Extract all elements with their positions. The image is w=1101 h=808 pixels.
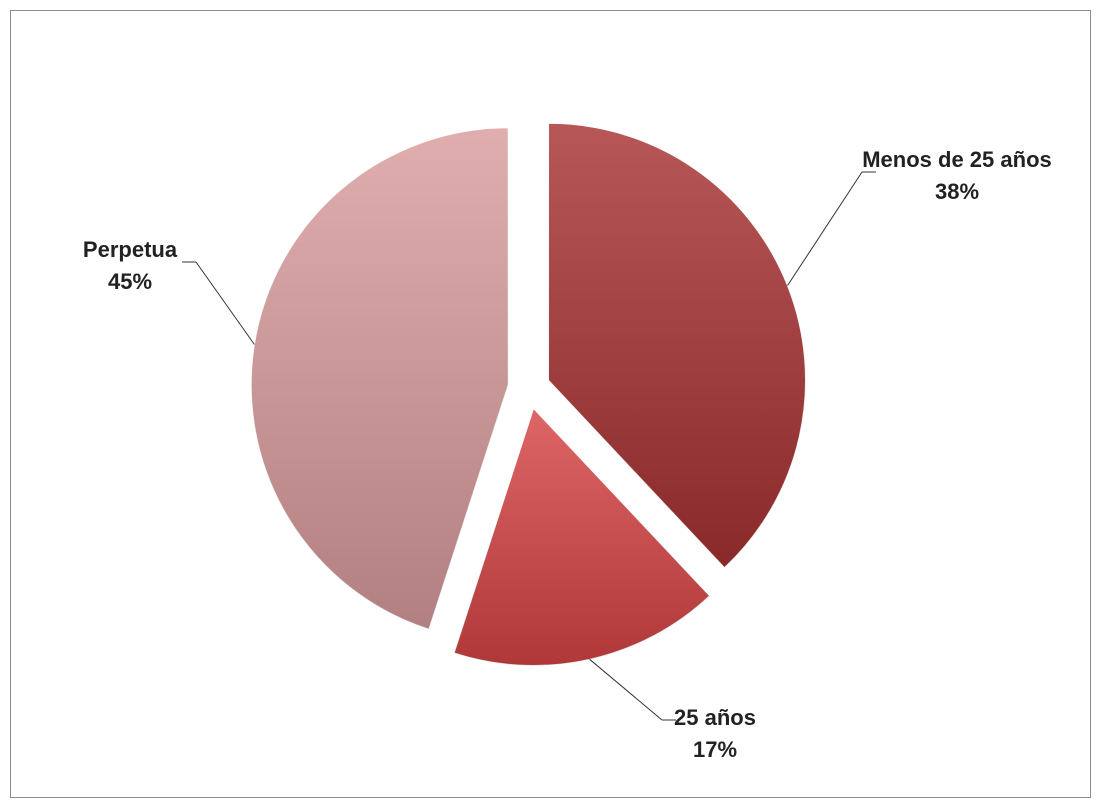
leader-line: [787, 171, 863, 286]
slice-shade: [548, 123, 806, 568]
slice-name: 25 años: [674, 705, 756, 730]
slice-value: 17%: [692, 737, 738, 762]
slice-value: 45%: [107, 269, 153, 294]
slice-name: Menos de 25 años: [862, 147, 1052, 172]
data-label: 25 años 17%: [655, 702, 775, 766]
data-label: Perpetua 45%: [50, 234, 210, 298]
slice-value: 38%: [934, 179, 980, 204]
slice-shade: [251, 127, 509, 630]
leader-line: [589, 658, 663, 721]
leader-line: [195, 261, 255, 345]
data-label: Menos de 25 años 38%: [862, 144, 1052, 208]
slice-name: Perpetua: [82, 237, 178, 262]
slice-shade: [454, 408, 710, 666]
